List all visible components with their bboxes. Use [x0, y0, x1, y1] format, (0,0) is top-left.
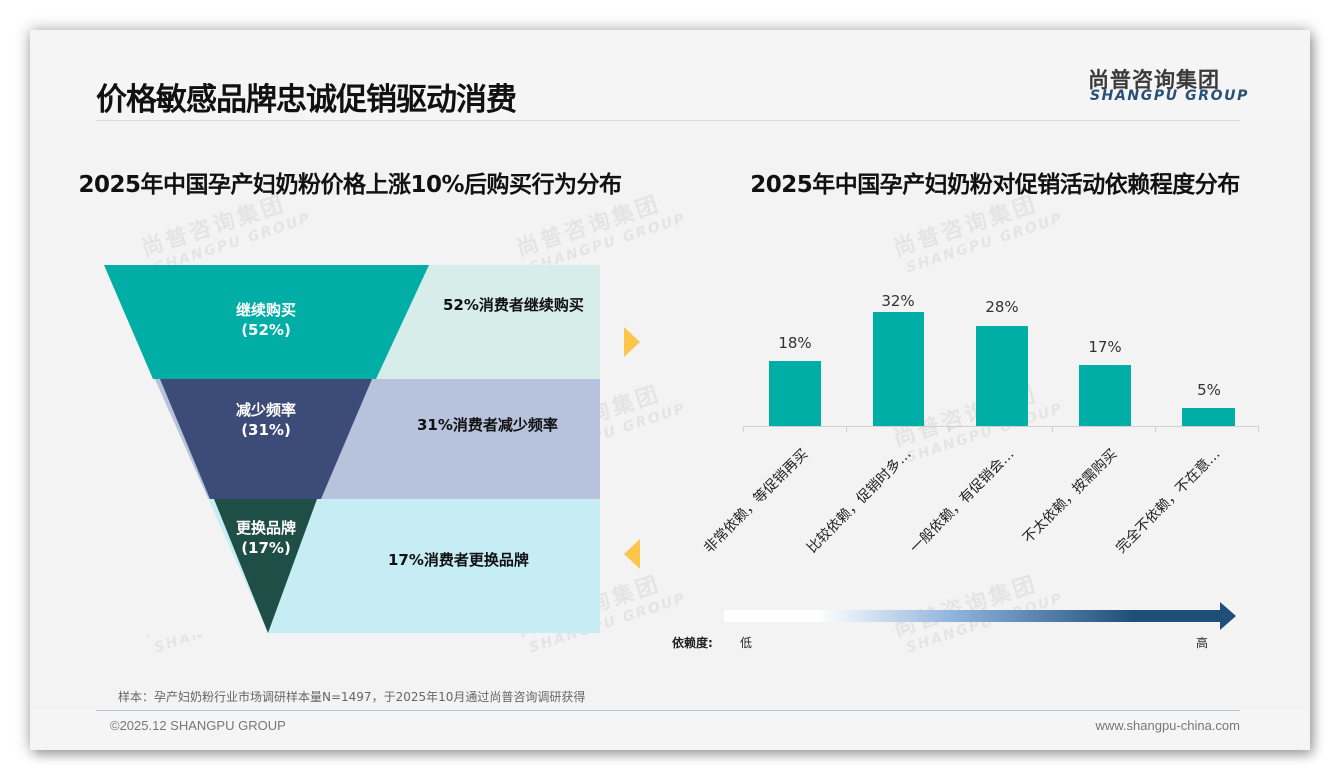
axis-tick [1052, 426, 1053, 432]
x-axis-label: 比较依赖，促销时多… [804, 446, 915, 557]
x-axis-label: 非常依赖，等促销再买 [701, 446, 812, 557]
funnel-segment-label-continue: 继续购买 (52%) [235, 301, 296, 339]
funnel-segment-label-switch: 更换品牌 (17%) [235, 519, 296, 557]
footer-band [30, 711, 1310, 750]
title-divider [96, 120, 1240, 121]
x-axis-label: 完全不依赖，不在意… [1113, 446, 1224, 557]
arrow-right-icon [624, 327, 640, 357]
sample-note: 样本：孕产妇奶粉行业市场调研样本量N=1497，于2025年10月通过尚普咨询调… [118, 690, 586, 704]
x-axis [743, 426, 1259, 427]
bar-chart-title: 2025年中国孕产妇奶粉对促销活动依赖程度分布 [750, 172, 1240, 198]
bar-value-label: 18% [778, 334, 812, 352]
arrow-left-icon [624, 539, 640, 569]
website-link[interactable]: www.shangpu-china.com [1095, 718, 1240, 733]
bar-value-label: 32% [881, 292, 915, 310]
bar [976, 326, 1028, 426]
copyright: ©2025.12 SHANGPU GROUP [110, 718, 286, 733]
footer-divider [96, 710, 1240, 711]
funnel-row-annotation: 17%消费者更换品牌 [388, 551, 529, 569]
funnel-chart-title: 2025年中国孕产妇奶粉价格上涨10%后购买行为分布 [78, 172, 622, 198]
bar-value-label: 17% [1088, 338, 1122, 356]
dependency-low-label: 低 [740, 636, 753, 650]
funnel-shape [104, 265, 429, 635]
funnel-row-annotation: 31%消费者减少频率 [417, 416, 558, 434]
slide: 尚普咨询集团 SHANGPU GROUP 尚普咨询集团 SHANGPU GROUP … [30, 30, 1310, 750]
bar-value-label: 5% [1197, 381, 1221, 399]
logo-chinese: 尚普咨询集团 [1088, 68, 1220, 92]
axis-tick [1258, 426, 1259, 432]
bar [873, 312, 924, 426]
logo-english: SHANGPU GROUP [1090, 88, 1249, 104]
dependency-gradient-arrow [724, 602, 1236, 630]
bar-value-label: 28% [985, 298, 1019, 316]
axis-tick [846, 426, 847, 432]
axis-tick [949, 426, 950, 432]
dependency-high-label: 高 [1196, 636, 1209, 650]
funnel-left-margin [90, 265, 104, 635]
axis-tick [743, 426, 744, 432]
axis-tick [1155, 426, 1156, 432]
bar [769, 361, 821, 426]
funnel-segment-label-reduce: 减少频率 (31%) [235, 401, 296, 439]
bar [1182, 408, 1235, 426]
dependency-scale-label: 依赖度: [672, 636, 713, 650]
bar [1079, 365, 1131, 426]
funnel-row-annotation: 52%消费者继续购买 [443, 296, 584, 314]
x-axis-label: 一般依赖，有促销会… [907, 446, 1018, 557]
page-title: 价格敏感品牌忠诚促销驱动消费 [96, 82, 517, 118]
x-axis-label: 不太依赖，按需购买 [1020, 446, 1121, 547]
header-band [30, 30, 1310, 120]
